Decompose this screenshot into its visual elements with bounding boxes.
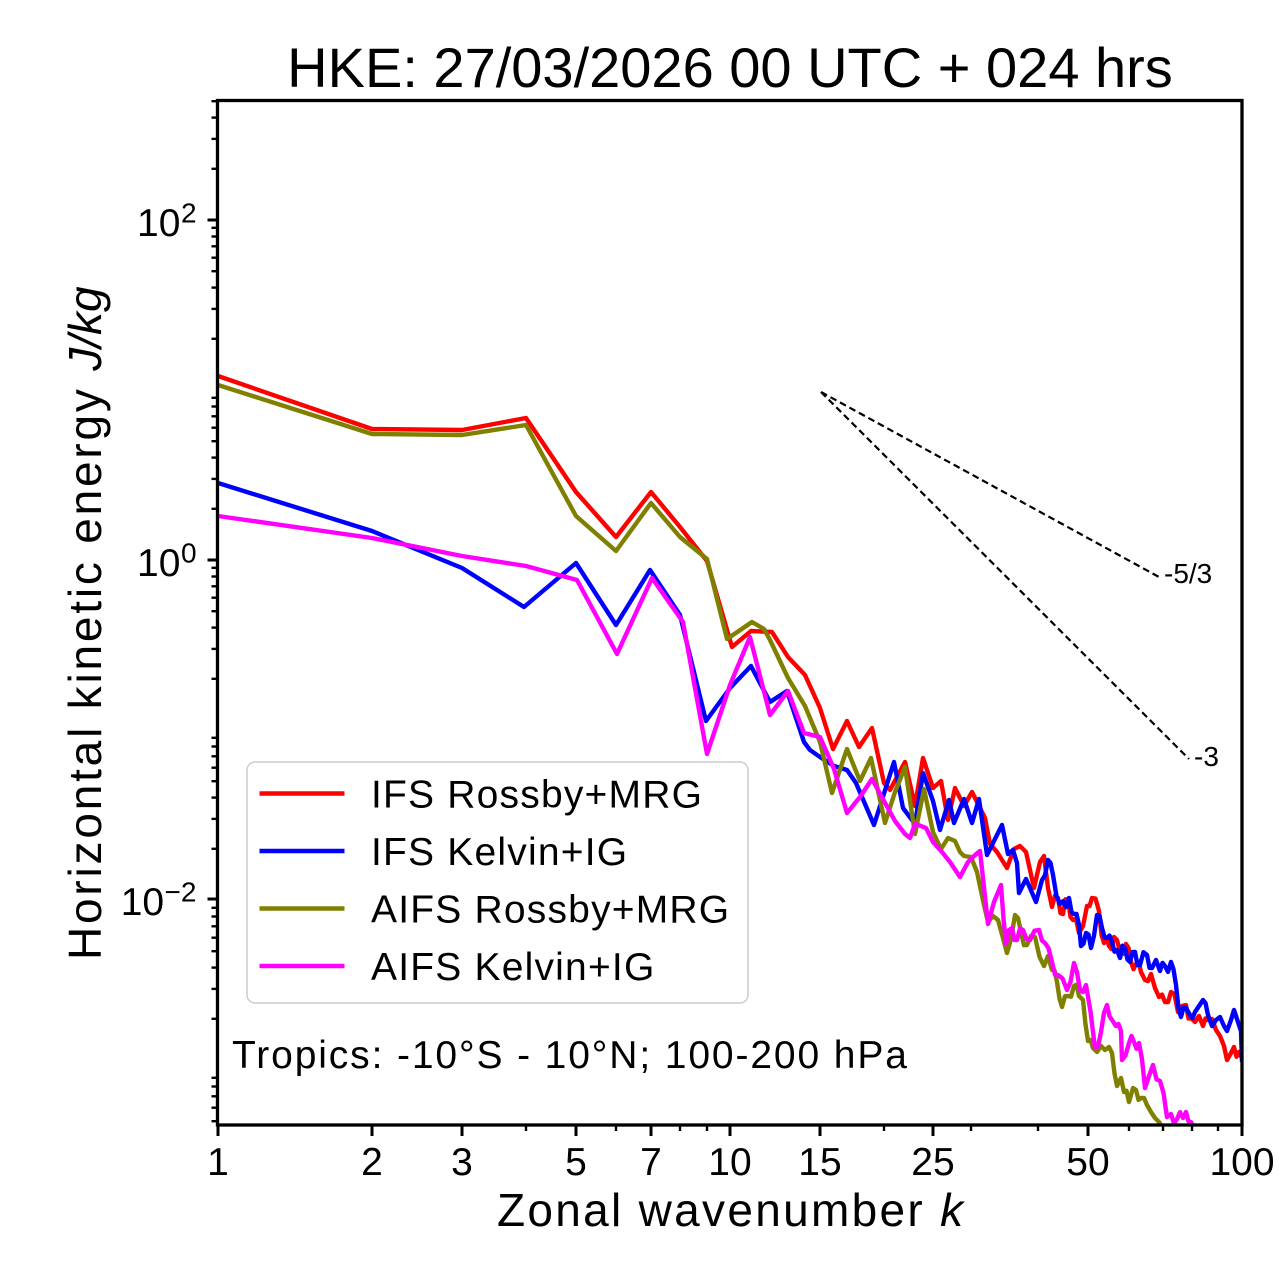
svg-text:15: 15 (798, 1141, 841, 1184)
svg-text:-3: -3 (1194, 741, 1219, 772)
svg-text:1: 1 (207, 1141, 229, 1184)
svg-text:−2: −2 (165, 876, 197, 907)
svg-text:100: 100 (1209, 1141, 1274, 1184)
svg-text:-5/3: -5/3 (1164, 558, 1212, 589)
svg-text:2: 2 (181, 197, 197, 228)
svg-text:2: 2 (361, 1141, 383, 1184)
svg-text:7: 7 (640, 1141, 662, 1184)
svg-text:Zonal wavenumber k: Zonal wavenumber k (497, 1184, 965, 1236)
svg-text:0: 0 (181, 537, 197, 568)
svg-text:HKE: 27/03/2026 00 UTC + 024 h: HKE: 27/03/2026 00 UTC + 024 hrs (287, 36, 1173, 99)
svg-text:AIFS Kelvin+IG: AIFS Kelvin+IG (371, 946, 656, 989)
svg-text:3: 3 (451, 1141, 473, 1184)
svg-text:AIFS Rossby+MRG: AIFS Rossby+MRG (371, 889, 730, 932)
svg-text:Horizontal kinetic energy J/kg: Horizontal kinetic energy J/kg (59, 286, 111, 960)
svg-text:IFS Kelvin+IG: IFS Kelvin+IG (371, 831, 628, 874)
svg-text:10: 10 (121, 881, 164, 924)
svg-text:10: 10 (137, 202, 180, 245)
svg-text:5: 5 (565, 1141, 587, 1184)
svg-text:10: 10 (137, 542, 180, 585)
svg-text:Tropics: -10°S - 10°N; 100-200: Tropics: -10°S - 10°N; 100-200 hPa (232, 1034, 909, 1077)
svg-text:25: 25 (911, 1141, 954, 1184)
svg-text:50: 50 (1066, 1141, 1109, 1184)
svg-text:10: 10 (708, 1141, 751, 1184)
svg-text:IFS Rossby+MRG: IFS Rossby+MRG (371, 774, 703, 817)
